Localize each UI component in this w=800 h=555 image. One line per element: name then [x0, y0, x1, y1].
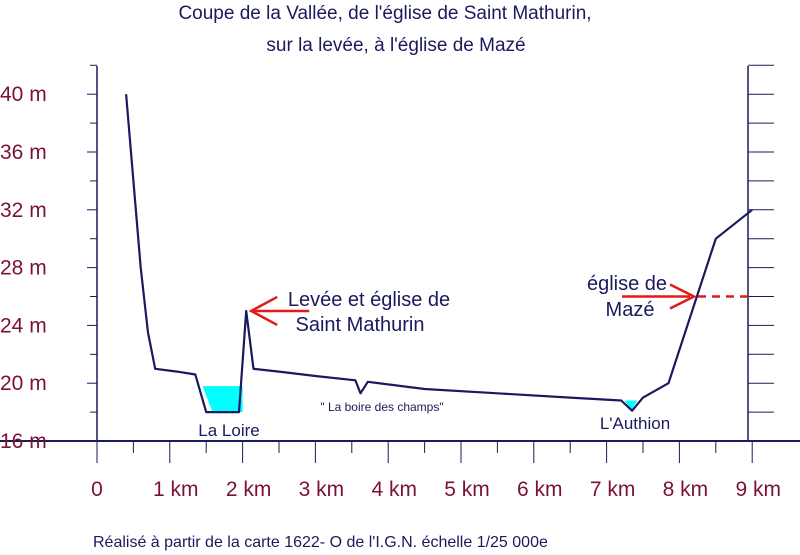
x-tick-label: 9 km: [735, 478, 781, 501]
x-tick-label: 1 km: [153, 478, 199, 501]
source-credit: Réalisé à partir de la carte 1622- O de …: [93, 534, 548, 551]
x-tick-label: 4 km: [371, 478, 417, 501]
tick-labels: 16 m 20 m 24 m 28 m 32 m 36 m 40 m 0 1 km 2 km 3 k…: [0, 83, 781, 501]
levee-label-line-2: Saint Mathurin: [296, 314, 425, 336]
x-tick-label: 6 km: [517, 478, 563, 501]
profile-series: [125, 94, 753, 414]
y-tick-label: 32 m: [0, 199, 47, 222]
x-tick-label: 5 km: [444, 478, 490, 501]
levee-label-line-1: Levée et église de: [288, 289, 450, 311]
x-tick-label: 0: [91, 478, 103, 501]
chart-title-line-2: sur la levée, à l'église de Mazé: [266, 35, 526, 56]
x-tick-label: 7 km: [590, 478, 636, 501]
annotations: Levée et église de Saint Mathurin église d…: [198, 273, 748, 440]
y-tick-label: 36 m: [0, 141, 47, 164]
maze-arrow-head: [669, 283, 697, 310]
authion-label: L'Authion: [600, 414, 670, 433]
x-tick-label: 2 km: [226, 478, 272, 501]
la-loire-label: La Loire: [198, 421, 259, 440]
y-tick-label: 28 m: [0, 257, 47, 280]
axes: [0, 64, 800, 463]
y-tick-label: 16 m: [0, 430, 47, 453]
la-boire-label: " La boire des champs": [320, 400, 443, 414]
y-tick-label: 40 m: [0, 83, 47, 106]
maze-label-line-1: église de: [587, 273, 667, 295]
water-areas: [202, 386, 638, 413]
x-tick-label: 8 km: [663, 478, 709, 501]
elevation-profile-chart: 16 m 20 m 24 m 28 m 32 m 36 m 40 m 0 1 km 2 km 3 k…: [0, 64, 800, 501]
levee-arrow-head: [248, 295, 278, 327]
y-tick-label: 20 m: [0, 372, 47, 395]
y-tick-label: 24 m: [0, 314, 47, 337]
maze-label-line-2: Mazé: [606, 299, 655, 321]
authion-water: [624, 400, 638, 411]
loire-water: [202, 386, 243, 413]
chart-title-line-1: Coupe de la Vallée, de l'église de Saint…: [178, 3, 592, 24]
profile-line: [125, 94, 753, 414]
x-tick-label: 3 km: [299, 478, 345, 501]
